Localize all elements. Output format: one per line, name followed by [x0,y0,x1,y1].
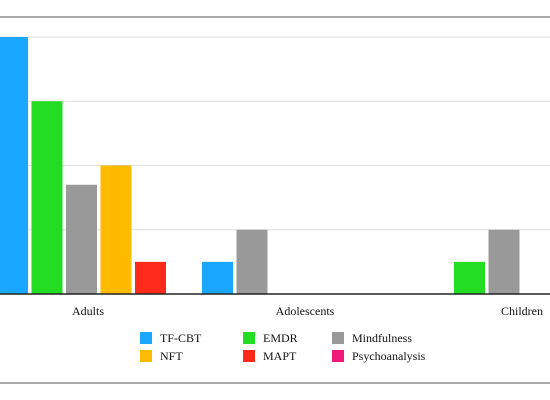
legend-label: Mindfulness [352,331,412,345]
bar-adults-nft [100,165,132,294]
bar-adolescents-mindfulness [236,229,268,294]
legend-label: NFT [160,349,183,363]
x-tick-label: Adolescents [276,304,335,318]
legend-swatch [243,350,255,362]
legend-label: EMDR [263,331,298,345]
legend-label: TF-CBT [160,331,202,345]
x-tick-label: Children [501,304,543,318]
legend-label: Psychoanalysis [352,349,426,363]
legend-label: MAPT [263,349,297,363]
legend-swatch [140,332,152,344]
bar-adults-mindfulness [66,184,97,294]
bar-children-mindfulness [488,229,520,294]
bar-adolescents-tf-cbt [202,261,233,294]
x-tick-labels: Adults Adolescents Children [72,304,543,318]
legend-swatch [140,350,152,362]
legend-swatch [243,332,255,344]
bar-children-emdr [454,261,485,294]
bar-adults-mapt [135,261,166,294]
bars [0,37,520,294]
x-tick-label: Adults [72,304,104,318]
legend-swatch [332,332,344,344]
bar-adults-tf-cbt [0,37,28,294]
legend: TF-CBT EMDR Mindfulness NFT MAPT Psychoanalys… [140,331,426,363]
legend-swatch [332,350,344,362]
bar-adults-emdr [31,101,63,294]
